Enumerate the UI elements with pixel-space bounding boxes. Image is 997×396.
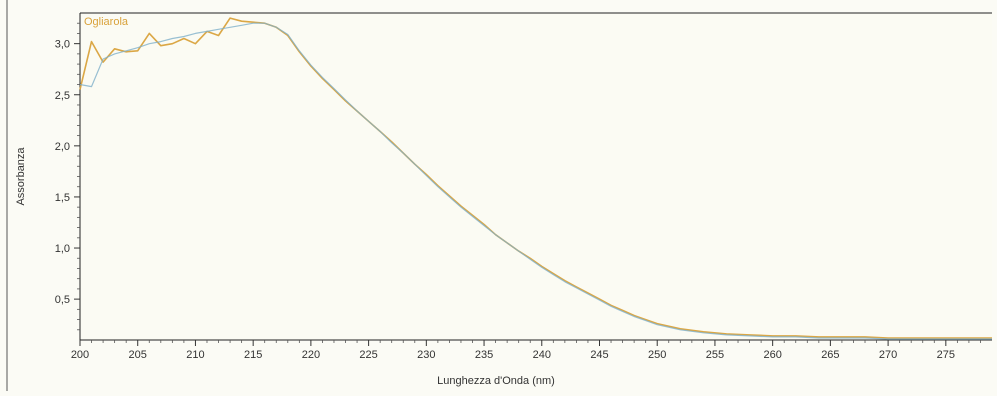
y-tick-label: 2,0 xyxy=(55,141,70,153)
x-tick-label: 255 xyxy=(706,349,724,361)
y-tick-label: 1,0 xyxy=(55,243,70,255)
y-tick-label: 1,5 xyxy=(55,192,70,204)
x-tick-label: 205 xyxy=(129,349,147,361)
y-axis-title: Assorbanza xyxy=(15,147,27,206)
y-tick-label: 3,0 xyxy=(55,39,70,51)
x-axis-title: Lunghezza d'Onda (nm) xyxy=(437,375,555,387)
x-tick-label: 230 xyxy=(417,349,435,361)
x-tick-label: 250 xyxy=(648,349,666,361)
x-tick-label: 210 xyxy=(186,349,204,361)
series-line-2 xyxy=(79,22,992,340)
x-tick-label: 245 xyxy=(590,349,608,361)
x-tick-label: 275 xyxy=(937,349,955,361)
x-tick-label: 215 xyxy=(244,349,262,361)
x-tick-label: 220 xyxy=(302,349,320,361)
series-line-1 xyxy=(79,17,992,339)
y-tick-label: 0,5 xyxy=(55,294,70,306)
x-tick-label: 260 xyxy=(763,349,781,361)
x-tick-label: 265 xyxy=(821,349,839,361)
y-tick-label: 2,5 xyxy=(55,90,70,102)
x-tick-label: 235 xyxy=(475,349,493,361)
plot-area xyxy=(80,13,992,340)
legend-entry-ogliarola: Ogliarola xyxy=(84,16,129,28)
x-tick-label: 270 xyxy=(879,349,897,361)
x-tick-label: 200 xyxy=(71,349,89,361)
x-tick-label: 225 xyxy=(359,349,377,361)
x-tick-label: 240 xyxy=(533,349,551,361)
